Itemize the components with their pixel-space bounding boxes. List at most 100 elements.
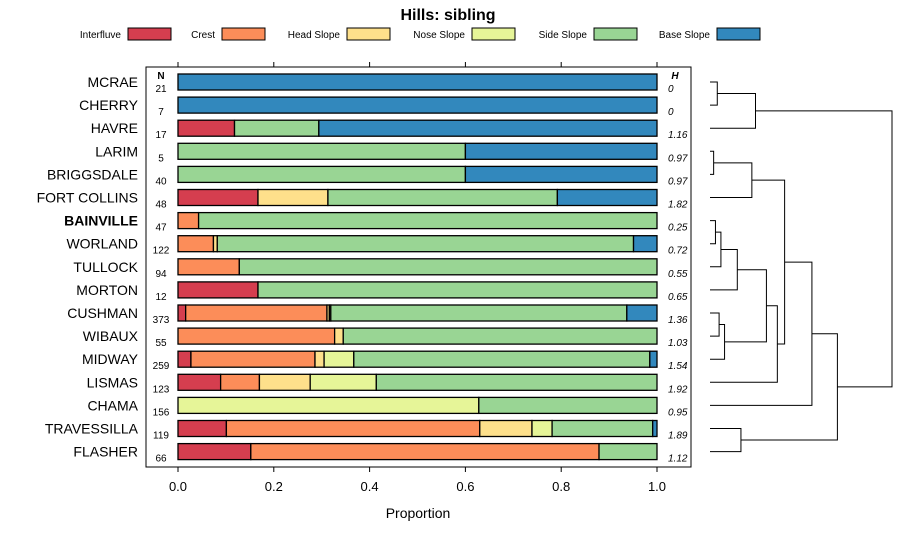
- legend-label-interfluve: Interfluve: [80, 30, 122, 41]
- h-value: 1.16: [668, 130, 688, 141]
- bar-segment-head-slope: [479, 419, 533, 438]
- dendrogram-link-15: [755, 110, 893, 388]
- h-value: 1.03: [668, 338, 688, 349]
- x-tick-label: 0.4: [361, 479, 379, 494]
- bar-segment-crest: [177, 211, 200, 230]
- row-cushman: CUSHMAN 373 1.36: [67, 304, 688, 326]
- n-value: 123: [153, 384, 170, 395]
- h-value: 1.36: [668, 315, 688, 326]
- legend-label-base-slope: Base Slope: [659, 30, 711, 41]
- bar-segment-crest: [250, 442, 600, 461]
- n-value: 156: [153, 407, 170, 418]
- h-value: 1.82: [668, 200, 688, 211]
- x-tick-label: 0.6: [456, 479, 474, 494]
- bar-segment-crest: [219, 373, 261, 391]
- dendrogram-link-9: [724, 269, 767, 343]
- n-value: 12: [155, 292, 167, 303]
- row-label: CHERRY: [79, 97, 139, 113]
- dendrogram-link-12: [710, 261, 813, 406]
- row-fort-collins: FORT COLLINS 48 1.82: [37, 188, 688, 211]
- row-label: CUSHMAN: [67, 305, 138, 321]
- bar-segment-side-slope: [353, 350, 651, 368]
- bar-segment-base-slope: [177, 73, 658, 91]
- bar-segment-crest: [185, 304, 328, 322]
- row-cherry: CHERRY 7 0: [79, 96, 674, 118]
- row-label: TULLOCK: [73, 259, 138, 275]
- row-label: FLASHER: [73, 444, 138, 460]
- bar-segment-crest: [177, 327, 336, 345]
- h-value: 1.92: [668, 384, 688, 395]
- bar-segment-side-slope: [478, 396, 658, 415]
- top-ticks: [177, 62, 658, 67]
- bar-segment-nose-slope: [309, 373, 377, 391]
- n-value: 48: [155, 200, 167, 211]
- bar-segment-interfluve: [177, 350, 192, 368]
- dendrogram-link-3: [710, 162, 753, 198]
- x-tick-label: 0.8: [552, 479, 570, 494]
- h-value: 0.55: [668, 269, 688, 280]
- row-briggsdale: BRIGGSDALE 40 0.97: [47, 165, 688, 187]
- row-label: CHAMA: [87, 397, 138, 413]
- h-value: 0.72: [668, 246, 688, 257]
- h-value: 0.97: [668, 153, 688, 164]
- bar-segment-crest: [177, 258, 240, 276]
- row-mcrae: MCRAE 21 0: [87, 73, 674, 95]
- bar-segment-interfluve: [177, 419, 228, 438]
- n-value: 66: [155, 454, 167, 465]
- legend-label-side-slope: Side Slope: [539, 30, 588, 41]
- row-label: LARIM: [95, 143, 138, 159]
- bar-segment-interfluve: [177, 442, 252, 461]
- x-tick-label: 0.2: [265, 479, 283, 494]
- dendrogram-link-6: [710, 248, 738, 291]
- dendrogram-link-14: [740, 333, 838, 441]
- h-value: 0: [668, 107, 674, 118]
- row-chama: CHAMA 156 0.95: [87, 396, 688, 418]
- row-label: FORT COLLINS: [37, 190, 138, 206]
- bar-segment-nose-slope: [177, 396, 480, 415]
- n-value: 17: [155, 130, 167, 141]
- dendrogram-link-13: [710, 428, 742, 453]
- bar-segment-base-slope: [652, 419, 658, 438]
- bar-segment-side-slope: [551, 419, 654, 438]
- n-value: 122: [153, 246, 170, 257]
- bar-segment-nose-slope: [323, 350, 355, 368]
- bar-segment-side-slope: [327, 188, 559, 207]
- legend-swatch-crest: [221, 27, 266, 41]
- n-value: 40: [155, 176, 167, 187]
- h-value: 0: [668, 84, 674, 95]
- row-label: BAINVILLE: [64, 213, 138, 229]
- bar-segment-base-slope: [318, 119, 658, 137]
- bar-segment-interfluve: [177, 281, 259, 299]
- x-tick-label: 1.0: [648, 479, 666, 494]
- bar-segment-head-slope: [258, 373, 311, 391]
- n-value: 94: [155, 269, 167, 280]
- legend-swatch-side-slope: [593, 27, 638, 41]
- chart-title: Hills: sibling: [400, 7, 495, 24]
- row-midway: MIDWAY 259 1.54: [82, 350, 688, 372]
- bar-segment-crest: [177, 235, 215, 253]
- row-label: LISMAS: [87, 374, 138, 390]
- row-flasher: FLASHER 66 1.12: [73, 442, 688, 465]
- dendrogram-link-2: [710, 150, 715, 175]
- row-tullock: TULLOCK 94 0.55: [73, 258, 688, 280]
- bar-segment-head-slope: [333, 327, 344, 345]
- n-value: 259: [153, 361, 170, 372]
- bar-segment-side-slope: [177, 165, 467, 184]
- row-label: TRAVESSILLA: [45, 421, 139, 437]
- legend-swatch-base-slope: [716, 27, 761, 41]
- bar-segment-side-slope: [598, 442, 658, 461]
- row-label: WORLAND: [66, 236, 138, 252]
- bar-segment-interfluve: [177, 119, 236, 137]
- row-havre: HAVRE 17 1.16: [91, 119, 688, 141]
- bar-segment-base-slope: [177, 96, 658, 114]
- legend-swatch-nose-slope: [471, 27, 516, 41]
- legend: Interfluve Crest Head Slope Nose Slope Side …: [80, 27, 761, 41]
- plot-frame: [145, 66, 692, 468]
- bar-segment-crest: [190, 350, 316, 368]
- h-value: 1.12: [668, 454, 688, 465]
- bar-segment-base-slope: [464, 165, 658, 184]
- h-value: 0.95: [668, 407, 688, 418]
- h-value: 0.25: [668, 223, 688, 234]
